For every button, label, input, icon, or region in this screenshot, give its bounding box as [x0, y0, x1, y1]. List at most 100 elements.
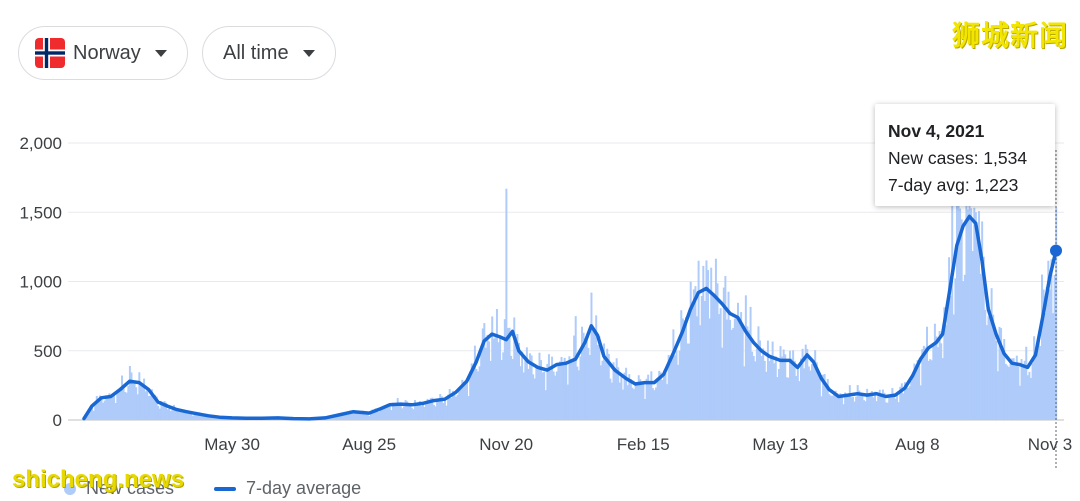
new-cases-bar	[489, 360, 492, 420]
new-cases-bar	[696, 316, 699, 420]
country-selector[interactable]: Norway	[18, 26, 188, 80]
new-cases-bar	[451, 390, 454, 420]
new-cases-bar	[966, 209, 969, 420]
new-cases-bar	[92, 410, 95, 420]
new-cases-bar	[570, 359, 572, 420]
new-cases-bar	[347, 412, 350, 420]
new-cases-bar	[475, 368, 478, 420]
new-cases-bar	[610, 382, 613, 420]
new-cases-bar	[128, 365, 131, 420]
new-cases-bar	[1050, 259, 1053, 420]
legend-new-cases: New cases	[86, 478, 175, 498]
new-cases-bar	[792, 350, 795, 420]
new-cases-bar	[926, 326, 929, 420]
new-cases-bar	[587, 347, 590, 420]
new-cases-bar	[740, 312, 743, 420]
new-cases-bar	[212, 416, 215, 420]
new-cases-bar	[188, 412, 191, 420]
new-cases-bar	[867, 395, 870, 420]
new-cases-bar	[927, 360, 930, 420]
new-cases-bar	[582, 332, 585, 420]
new-cases-bar	[703, 301, 706, 420]
new-cases-bar	[360, 412, 363, 420]
new-cases-legend-swatch	[64, 482, 76, 495]
new-cases-bar	[744, 295, 747, 420]
new-cases-bar	[467, 395, 470, 420]
new-cases-bar	[193, 412, 196, 420]
new-cases-bar	[187, 410, 190, 420]
new-cases-bar	[811, 364, 814, 420]
new-cases-bar	[685, 317, 687, 420]
new-cases-bar	[213, 417, 216, 420]
chart-legend: New cases 7-day average	[64, 478, 361, 499]
new-cases-bar	[815, 362, 818, 420]
new-cases-bar	[647, 374, 650, 420]
new-cases-bar	[529, 353, 532, 420]
tooltip-new-cases: New cases: 1,534	[888, 148, 1028, 168]
new-cases-bar	[948, 257, 951, 420]
new-cases-bar	[847, 393, 850, 420]
new-cases-bar	[417, 403, 420, 420]
new-cases-bar	[581, 326, 584, 420]
new-cases-bar	[781, 356, 784, 420]
new-cases-bar	[669, 363, 672, 420]
new-cases-bar	[103, 400, 106, 420]
new-cases-bar	[681, 318, 684, 420]
new-cases-bar	[651, 388, 654, 420]
new-cases-bar	[577, 370, 580, 420]
new-cases-bar	[440, 396, 443, 420]
new-cases-bar	[373, 411, 376, 420]
new-cases-bar	[773, 363, 776, 420]
new-cases-bar	[91, 406, 94, 420]
new-cases-bar	[98, 395, 101, 420]
new-cases-bar	[486, 334, 489, 420]
new-cases-bar	[1022, 365, 1025, 420]
new-cases-bar	[407, 404, 410, 420]
new-cases-bar	[915, 365, 917, 420]
new-cases-bar	[959, 208, 962, 420]
new-cases-bar	[150, 389, 153, 420]
new-cases-bar	[675, 350, 678, 420]
new-cases-bar	[628, 374, 631, 420]
new-cases-bar	[987, 316, 990, 420]
new-cases-bar	[1020, 359, 1023, 420]
new-cases-bar	[1003, 338, 1006, 420]
new-cases-bar	[152, 394, 155, 420]
new-cases-bar	[807, 366, 810, 420]
new-cases-bar	[1006, 365, 1009, 420]
new-cases-bar	[694, 286, 697, 420]
new-cases-bar	[725, 319, 728, 420]
new-cases-bar	[629, 379, 632, 420]
new-cases-bar	[432, 404, 435, 420]
new-cases-bar	[565, 362, 568, 420]
new-cases-bar	[1031, 363, 1034, 420]
new-cases-bar	[656, 379, 659, 420]
new-cases-bar	[743, 366, 746, 420]
new-cases-bar	[800, 358, 802, 420]
new-cases-bar	[519, 366, 522, 420]
new-cases-bar	[639, 379, 642, 420]
new-cases-bar	[89, 409, 92, 420]
new-cases-bar	[614, 367, 617, 420]
time-range-selector[interactable]: All time	[202, 26, 336, 80]
new-cases-bar	[864, 401, 867, 420]
new-cases-bar	[541, 372, 544, 420]
norway-flag-icon	[35, 38, 65, 68]
y-tick-label: 0	[53, 411, 62, 430]
new-cases-bar	[803, 368, 806, 420]
new-cases-bar	[907, 387, 910, 420]
new-cases-bar	[184, 412, 187, 420]
new-cases-bar	[598, 336, 601, 420]
new-cases-bar	[851, 396, 854, 420]
new-cases-bar	[177, 409, 180, 420]
new-cases-bar	[826, 379, 829, 420]
new-cases-bar	[161, 403, 164, 420]
new-cases-bar	[431, 397, 434, 420]
seven-day-average-line	[82, 214, 1058, 421]
watermark-chinese: 狮城新闻	[951, 20, 1068, 51]
new-cases-bar	[670, 356, 673, 420]
new-cases-bar	[981, 221, 984, 420]
new-cases-bar	[1055, 207, 1058, 420]
new-cases-bar	[584, 345, 587, 420]
